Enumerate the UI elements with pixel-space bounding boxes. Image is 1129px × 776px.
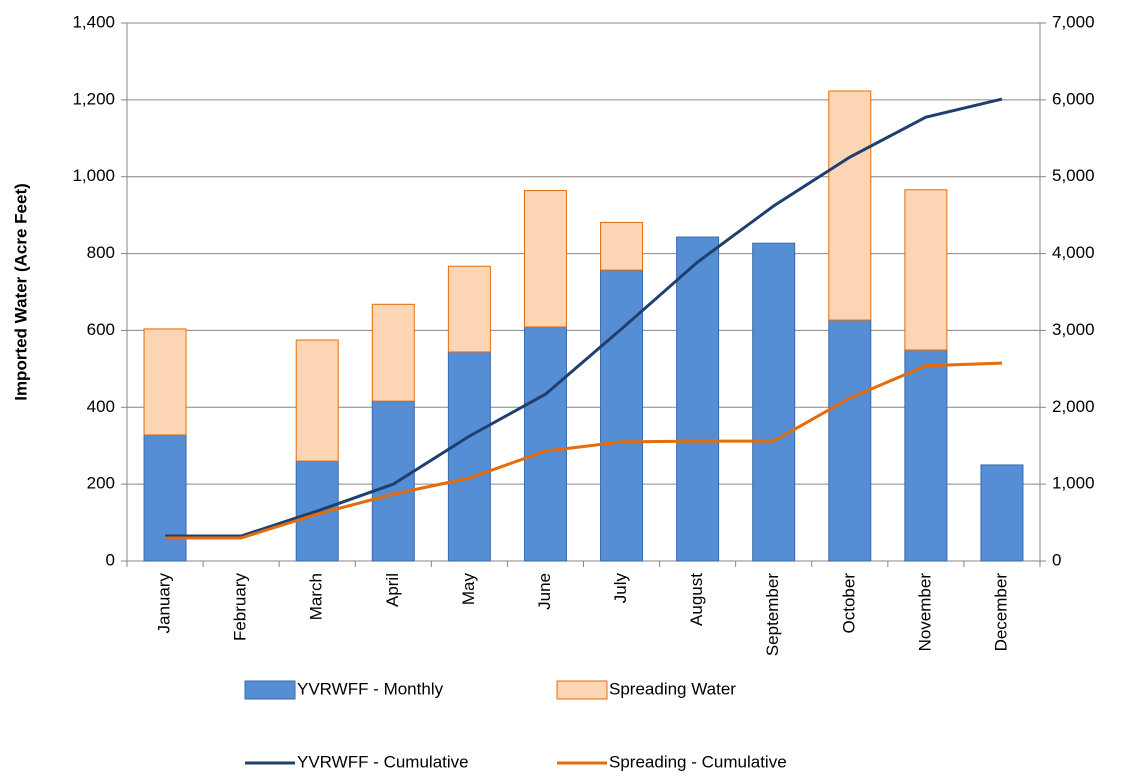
y2-tick-label: 5,000 xyxy=(1052,166,1095,185)
y-tick-label: 1,400 xyxy=(72,12,115,31)
x-tick-label: August xyxy=(687,573,706,626)
bar xyxy=(980,464,1024,562)
y2-tick-label: 6,000 xyxy=(1052,89,1095,108)
line xyxy=(165,361,1003,540)
bar xyxy=(600,269,644,562)
x-tick-label: February xyxy=(231,573,250,642)
x-tick-label: June xyxy=(535,573,554,610)
bar xyxy=(676,236,720,562)
x-tick-label: July xyxy=(611,573,630,604)
y2-tick-label: 7,000 xyxy=(1052,12,1095,31)
legend-label: Spreading Water xyxy=(609,679,736,698)
bar xyxy=(523,190,567,328)
x-tick-label: January xyxy=(155,573,174,634)
bar xyxy=(752,242,796,562)
legend-swatch xyxy=(244,680,296,700)
bar xyxy=(828,319,872,562)
x-tick-label: November xyxy=(915,573,934,652)
bar xyxy=(371,303,415,402)
bar xyxy=(371,400,415,562)
y2-tick-label: 1,000 xyxy=(1052,474,1095,493)
legend-label: YVRWFF - Cumulative xyxy=(297,752,469,771)
y-tick-label: 600 xyxy=(87,320,115,339)
x-tick-label: October xyxy=(839,573,858,634)
legend-label: Spreading - Cumulative xyxy=(609,752,787,771)
y2-tick-label: 0 xyxy=(1052,550,1061,569)
bar xyxy=(828,90,872,321)
x-tick-label: September xyxy=(763,573,782,656)
y2-tick-label: 2,000 xyxy=(1052,397,1095,416)
bar xyxy=(143,328,187,436)
bar xyxy=(600,221,644,271)
y-tick-label: 1,200 xyxy=(72,89,115,108)
legend-swatch xyxy=(556,680,608,700)
bar xyxy=(447,351,491,562)
bar xyxy=(904,189,948,351)
y2-tick-label: 4,000 xyxy=(1052,243,1095,262)
line xyxy=(165,97,1003,538)
y-tick-label: 200 xyxy=(87,474,115,493)
bar xyxy=(295,339,339,462)
x-tick-label: December xyxy=(991,573,1010,652)
bar xyxy=(904,349,948,562)
x-tick-label: May xyxy=(459,573,478,606)
y-tick-label: 400 xyxy=(87,397,115,416)
y-axis-label: Imported Water (Acre Feet) xyxy=(11,183,30,401)
x-tick-label: April xyxy=(383,573,402,607)
bar xyxy=(143,434,187,562)
y2-tick-label: 3,000 xyxy=(1052,320,1095,339)
legend-label: YVRWFF - Monthly xyxy=(297,679,444,698)
bar xyxy=(447,265,491,353)
y-tick-label: 800 xyxy=(87,243,115,262)
bar xyxy=(523,326,567,562)
y-tick-label: 0 xyxy=(106,550,115,569)
y-tick-label: 1,000 xyxy=(72,166,115,185)
x-tick-label: March xyxy=(307,573,326,620)
